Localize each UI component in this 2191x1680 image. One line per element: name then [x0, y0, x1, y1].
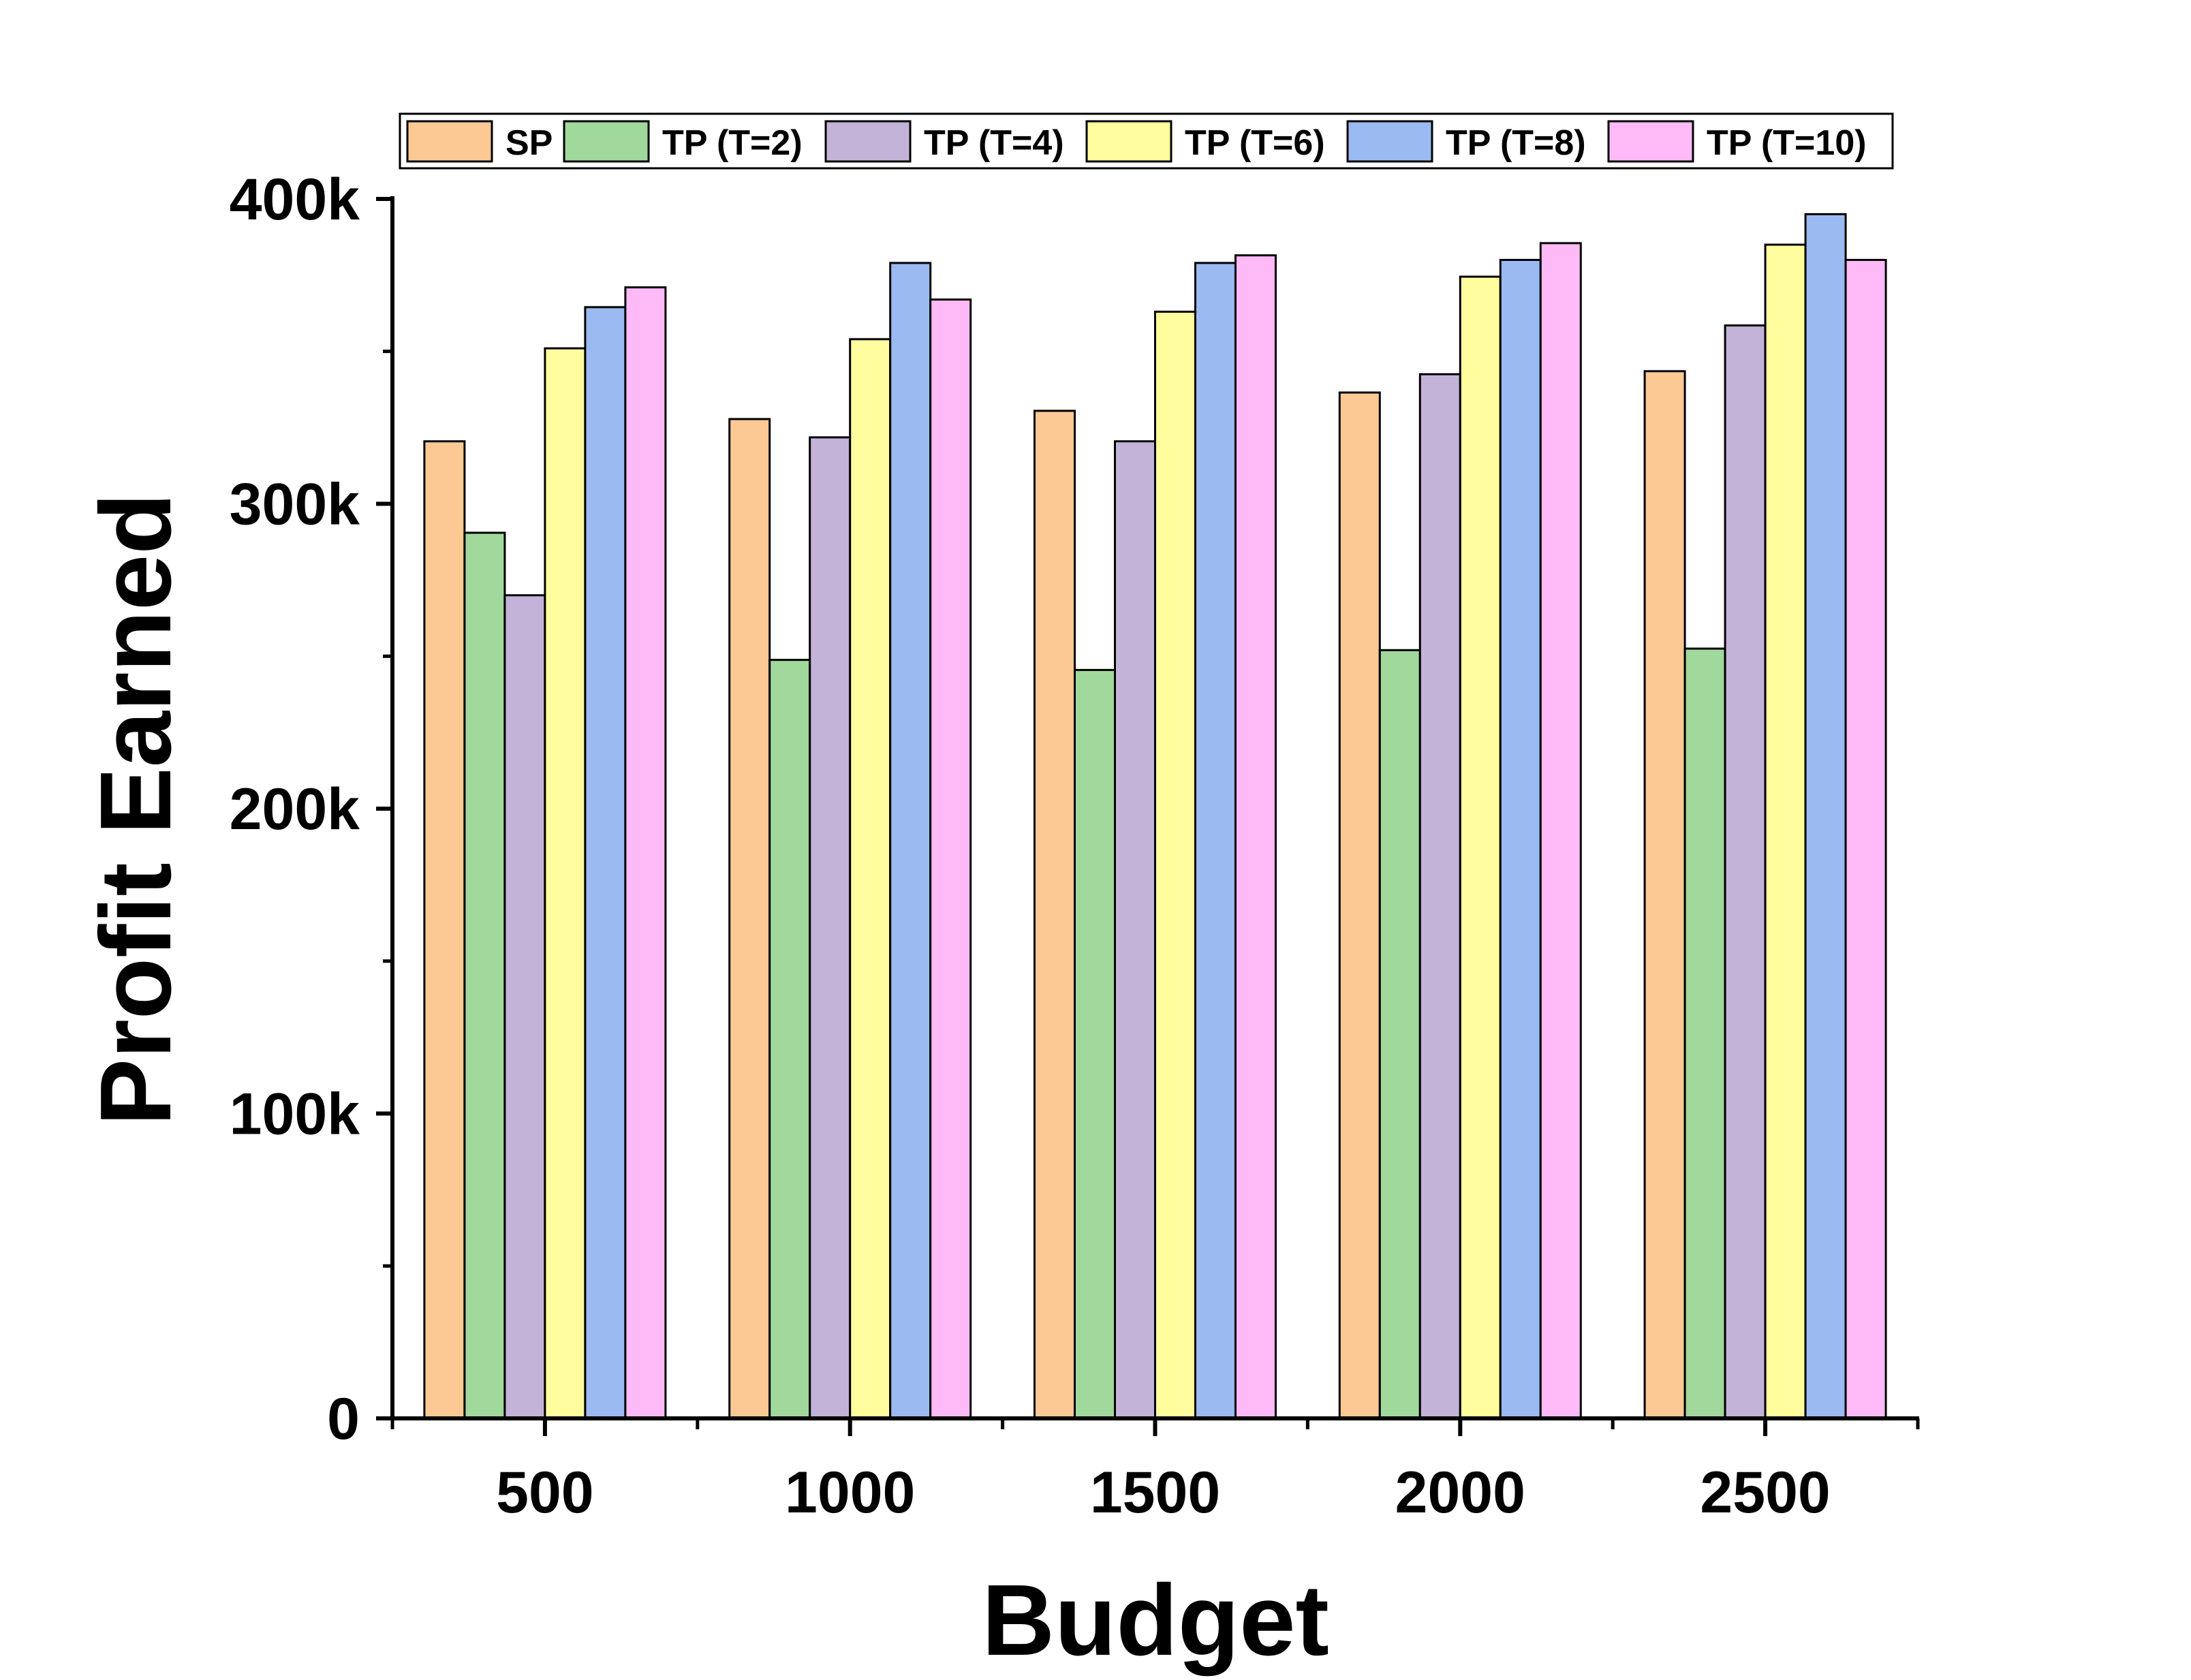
y-tick-label: 0: [327, 1386, 360, 1452]
x-axis-title: Budget: [982, 1564, 1329, 1677]
legend-swatch-0: [406, 120, 493, 163]
bar-2000-series-0: [1338, 391, 1381, 1420]
bars: [423, 213, 1887, 1420]
bar-2000-series-4: [1499, 259, 1542, 1420]
x-tick-label: 2500: [1700, 1460, 1830, 1525]
bar-2000-series-3: [1459, 275, 1502, 1420]
bar-2500-series-0: [1643, 370, 1686, 1420]
bar-1000-series-0: [728, 418, 771, 1420]
bar-2000-series-1: [1378, 649, 1421, 1420]
bar-2500-series-2: [1724, 324, 1767, 1420]
legend-swatch-2: [824, 120, 912, 163]
x-tick-label: 1000: [785, 1460, 915, 1525]
legend-swatch-4: [1346, 120, 1433, 163]
legend: SP TP (T=2) TP (T=4) TP (T=6) TP (T=8) TP (T=…: [399, 112, 1894, 170]
bar-1000-series-2: [809, 436, 852, 1420]
y-tick-label: 200k: [230, 777, 360, 842]
legend-label-2: TP (T=4): [924, 123, 1064, 163]
bar-1000-series-1: [768, 659, 811, 1420]
x-tick-label: 1500: [1090, 1460, 1220, 1525]
y-tick-label: 100k: [230, 1082, 360, 1147]
legend-label-1: TP (T=2): [662, 123, 803, 163]
bar-1500-series-5: [1234, 254, 1277, 1420]
bar-2500-series-5: [1844, 259, 1887, 1420]
legend-swatch-5: [1607, 120, 1694, 163]
bar-1500-series-1: [1074, 668, 1116, 1420]
bar-1000-series-4: [889, 262, 932, 1420]
y-axis-title: Profit Earned: [80, 493, 192, 1125]
y-tick-label: 400k: [230, 167, 360, 232]
legend-swatch-3: [1085, 120, 1172, 163]
bar-1500-series-3: [1154, 311, 1196, 1420]
bar-2500-series-3: [1764, 243, 1807, 1420]
x-tick-label: 2000: [1395, 1460, 1525, 1525]
bar-2500-series-4: [1804, 213, 1847, 1420]
bar-500-series-5: [624, 286, 667, 1420]
bar-2000-series-5: [1539, 242, 1582, 1420]
bar-500-series-3: [544, 347, 587, 1420]
y-tick-label: 300k: [230, 472, 360, 538]
legend-swatch-1: [563, 120, 650, 163]
bar-500-series-2: [503, 594, 546, 1420]
legend-label-4: TP (T=8): [1446, 123, 1586, 163]
bar-500-series-4: [584, 306, 627, 1420]
x-ticks: 500 1000 1500 2000 2500: [390, 1418, 1920, 1525]
bar-1000-series-5: [929, 298, 972, 1420]
bar-2000-series-2: [1418, 373, 1461, 1420]
legend-label-3: TP (T=6): [1185, 123, 1325, 163]
bar-500-series-1: [463, 531, 506, 1420]
bar-1500-series-2: [1114, 440, 1156, 1420]
bar-2500-series-1: [1683, 647, 1726, 1420]
bar-1500-series-0: [1034, 409, 1076, 1420]
bar-1000-series-3: [849, 338, 892, 1420]
bar-500-series-0: [423, 440, 466, 1420]
bar-1500-series-4: [1194, 262, 1237, 1420]
x-tick-label: 500: [496, 1460, 594, 1525]
legend-label-5: TP (T=10): [1707, 123, 1867, 163]
y-ticks: 0 100k 200k 300k 400k: [230, 167, 392, 1452]
legend-label-0: SP: [506, 123, 553, 163]
